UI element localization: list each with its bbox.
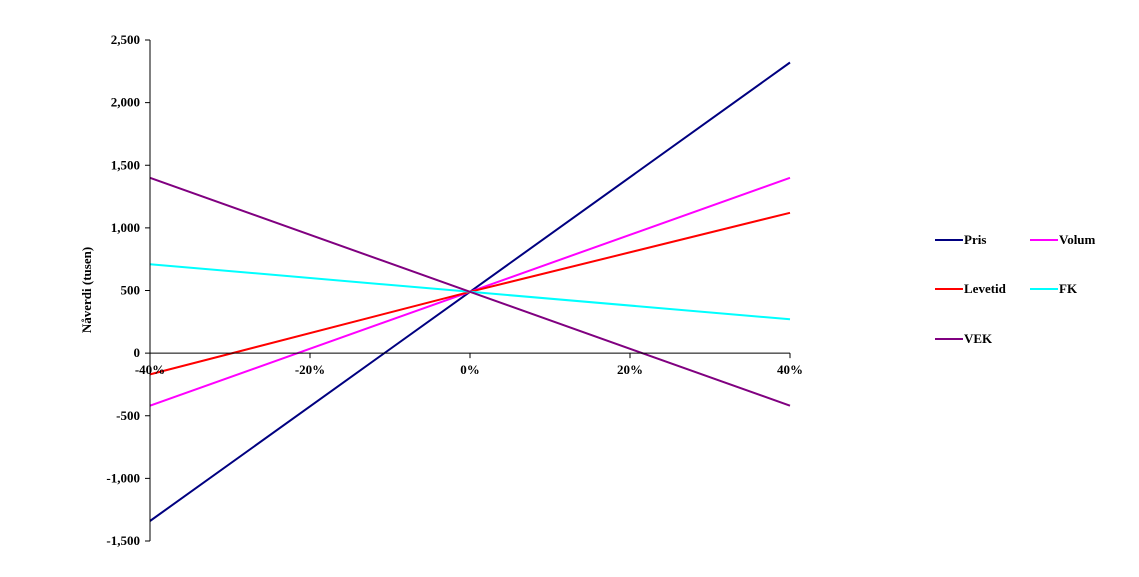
y-tick-label: 2,500	[111, 32, 140, 47]
x-tick-label: 0%	[460, 362, 480, 377]
y-tick-label: -1,500	[106, 533, 140, 548]
x-tick-label: 40%	[777, 362, 803, 377]
plot-area	[149, 61, 791, 522]
legend-label-levetid: Levetid	[964, 281, 1007, 296]
series-line-levetid	[149, 211, 791, 376]
y-tick-label: 1,000	[111, 220, 140, 235]
axes: 2,500 2,000 1,500 1,000 500 0 -500 -1,000 -1,500…	[106, 32, 803, 548]
legend-label-volum: Volum	[1059, 232, 1096, 247]
x-tick-label: 20%	[617, 362, 643, 377]
y-tick-label: 1,500	[111, 157, 140, 172]
y-tick-label: 500	[121, 283, 141, 298]
y-tick-label: 2,000	[111, 95, 140, 110]
y-tick-label: -500	[116, 408, 140, 423]
legend-label-vek: VEK	[964, 331, 993, 346]
legend-label-pris: Pris	[964, 232, 986, 247]
x-tick-label: -40%	[135, 362, 165, 377]
y-tick-label: 0	[134, 345, 141, 360]
y-tick-label: -1,000	[106, 470, 140, 485]
y-axis-title: Nåverdi (tusen)	[79, 247, 94, 333]
legend: Pris Volum Levetid FK VEK	[935, 232, 1096, 346]
legend-label-fk: FK	[1059, 281, 1078, 296]
x-tick-label: -20%	[295, 362, 325, 377]
series-line-vek	[149, 176, 791, 407]
